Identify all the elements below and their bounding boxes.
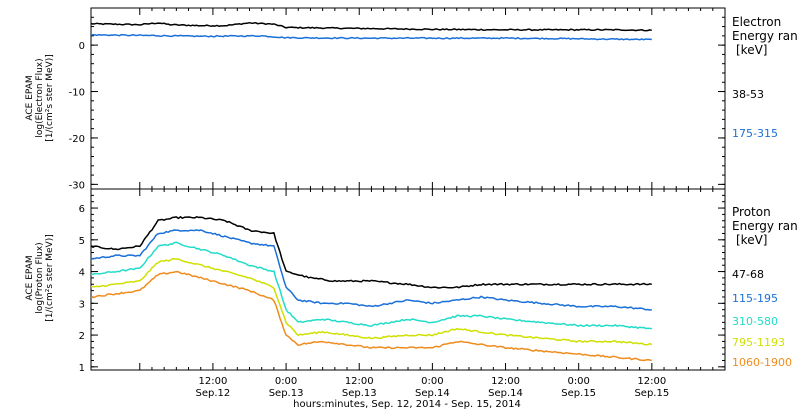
electron-legend: Electron Energy ran [keV] 38-53 175-315 — [732, 15, 798, 140]
xtick-date-4: Sep.14 — [488, 388, 523, 399]
xtick-time-2: 12:00 — [345, 376, 374, 387]
proton-legend-title-2: Energy ran — [732, 219, 798, 233]
xtick-date-5: Sep.15 — [561, 388, 596, 399]
xtick-time-0: 12:00 — [199, 376, 228, 387]
proton-legend-title-1: Proton — [732, 205, 771, 219]
electron-legend-title-1: Electron — [732, 15, 781, 29]
electron-ytick-label-1: -10 — [69, 88, 85, 99]
proton-ylabel-line-3: [1/(cm²s ster MeV)] — [45, 234, 55, 321]
proton-legend-47-68: 47-68 — [732, 268, 764, 281]
x-axis-title: hours:minutes, Sep. 12, 2014 - Sep. 15, … — [293, 399, 521, 410]
proton-ytick-label-5: 6 — [79, 204, 85, 215]
electron-ytick-label-0: 0 — [79, 41, 85, 52]
proton-legend-310-580: 310-580 — [732, 315, 778, 328]
plot-layer: 0-10-20-3012345612:00Sep.120:00Sep.1312:… — [69, 7, 726, 399]
proton-ytick-label-2: 3 — [79, 299, 85, 310]
xtick-time-6: 12:00 — [637, 376, 666, 387]
proton-ylabel: ACE EPAM log(Proton Flux) [1/(cm²s ster … — [25, 234, 55, 321]
electron-ylabel: ACE EPAM log(Electron Flux) [1/(cm²s ste… — [25, 54, 55, 141]
xtick-date-0: Sep.12 — [196, 388, 231, 399]
proton-ylabel-line-1: ACE EPAM — [25, 255, 35, 300]
proton-ytick-label-3: 4 — [79, 268, 85, 279]
proton-ytick-label-4: 5 — [79, 236, 85, 247]
electron-legend-175-315: 175-315 — [732, 127, 778, 140]
proton-series-795-1193 — [90, 258, 653, 346]
xtick-date-2: Sep.13 — [342, 388, 377, 399]
electron-series-38-53 — [90, 21, 652, 32]
proton-legend-1060-1900: 1060-1900 — [732, 356, 792, 369]
proton-ytick-label-0: 1 — [79, 363, 85, 374]
xtick-time-4: 12:00 — [491, 376, 520, 387]
proton-panel-frame — [90, 188, 726, 371]
proton-legend-795-1193: 795-1193 — [732, 336, 785, 349]
proton-legend-title-3: [keV] — [736, 233, 767, 247]
electron-series-175-315 — [90, 33, 652, 41]
proton-series-1060-1900 — [90, 270, 652, 362]
xtick-date-6: Sep.15 — [634, 388, 669, 399]
electron-ytick-label-2: -20 — [69, 134, 85, 145]
xtick-date-1: Sep.13 — [269, 388, 304, 399]
electron-ytick-label-3: -30 — [69, 180, 85, 191]
xtick-date-3: Sep.14 — [415, 388, 450, 399]
electron-legend-title-3: [keV] — [736, 43, 767, 57]
electron-legend-title-2: Energy ran — [732, 29, 798, 43]
electron-ylabel-line-3: [1/(cm²s ster MeV)] — [45, 54, 55, 141]
proton-series-115-195 — [90, 229, 652, 311]
proton-legend: Proton Energy ran [keV] 47-68 115-195 31… — [732, 205, 798, 369]
xtick-time-1: 0:00 — [275, 376, 297, 387]
proton-ylabel-line-2: log(Proton Flux) — [35, 242, 45, 313]
proton-legend-115-195: 115-195 — [732, 292, 778, 305]
electron-legend-38-53: 38-53 — [732, 88, 764, 101]
proton-series-47-68 — [90, 216, 652, 289]
proton-series-310-580 — [90, 241, 652, 330]
electron-ylabel-line-1: ACE EPAM — [25, 75, 35, 120]
electron-ylabel-line-2: log(Electron Flux) — [35, 58, 45, 137]
xtick-time-5: 0:00 — [567, 376, 589, 387]
xtick-time-3: 0:00 — [421, 376, 443, 387]
proton-ytick-label-1: 2 — [79, 331, 85, 342]
